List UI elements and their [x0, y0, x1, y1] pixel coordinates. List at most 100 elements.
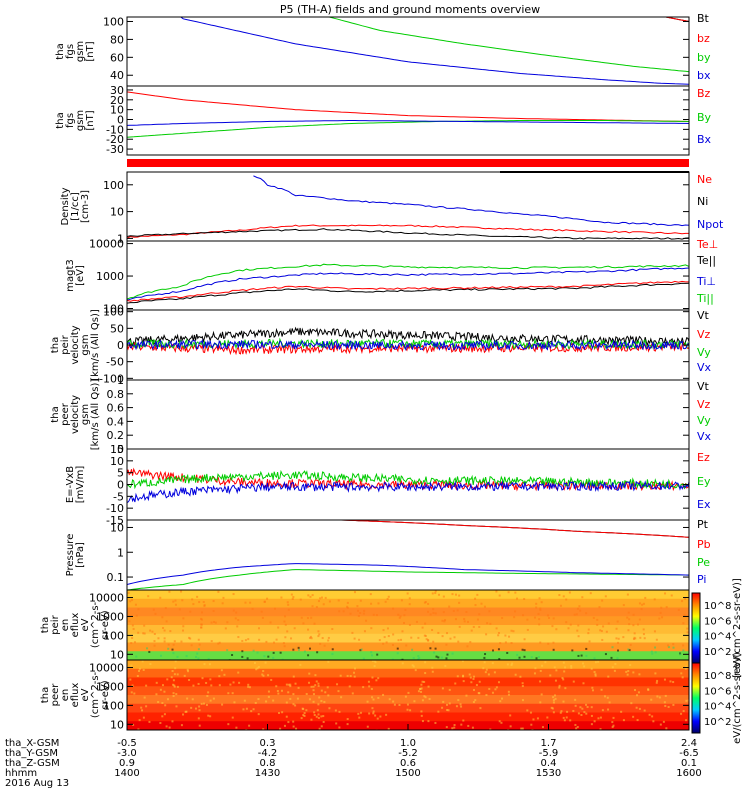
spectrogram-cell: [143, 696, 146, 699]
spectrogram-cell: [284, 615, 287, 618]
spectrogram-cell: [408, 597, 411, 600]
spectrogram-cell: [486, 622, 489, 625]
spectrogram-cell: [221, 602, 224, 605]
spectrogram-cell: [658, 696, 661, 699]
spectrogram-cell: [200, 702, 203, 705]
spectrogram-cell: [212, 600, 215, 603]
spectrogram-cell: [163, 690, 166, 693]
spectrogram-cell: [567, 627, 570, 630]
spectrogram-cell: [406, 708, 409, 711]
y-tick-label: 10: [110, 104, 124, 117]
spectrogram-cell: [172, 695, 175, 698]
spectrogram-cell: [241, 650, 244, 653]
spectrogram-cell: [368, 685, 371, 688]
spectrogram-cell: [145, 684, 148, 687]
spectrogram-cell: [200, 617, 203, 620]
spectrogram-cell: [552, 648, 555, 651]
spectrogram-cell: [241, 639, 244, 642]
y-axis-label: thapeervelocitygsm[km/s (All Qs)]: [50, 379, 101, 451]
spectrogram-cell: [434, 721, 437, 724]
y-tick-label: 0.8: [107, 388, 125, 401]
spectrogram-cell: [261, 673, 264, 676]
spectrogram-cell: [420, 710, 423, 713]
spectrogram-cell: [460, 723, 463, 726]
y-tick-label: 1: [117, 546, 124, 559]
spectrogram-cell: [161, 715, 164, 718]
spectrogram-cell: [661, 616, 664, 619]
spectrogram-cell: [549, 674, 552, 677]
spectrogram-cell: [572, 680, 575, 683]
spectrogram-cell: [660, 606, 663, 609]
spectrogram-cell: [362, 657, 365, 660]
spectrogram-cell: [397, 613, 400, 616]
spectrogram-cell: [377, 677, 380, 680]
spectrogram-cell: [378, 639, 381, 642]
spectrogram-cell: [396, 652, 399, 655]
x-tick-label: 0.3: [260, 738, 276, 749]
spectrogram-cell: [498, 720, 501, 723]
y-tick-label: 15: [110, 443, 124, 456]
spectrogram-cell: [246, 657, 249, 660]
spectrogram-cell: [203, 603, 206, 606]
spectrogram-cell: [442, 595, 445, 598]
panel-9: 10 100 1000 10000thapeirenefluxeV(cm^2-s-sr…: [40, 589, 690, 661]
legend-label: Bx: [697, 133, 712, 146]
series-group: [127, 520, 689, 590]
spectrogram-cell: [201, 677, 204, 680]
spectrogram-cell: [384, 600, 387, 603]
spectrogram-cell: [387, 595, 390, 598]
spectrogram-cell: [382, 693, 385, 696]
spectrogram-cell: [275, 638, 278, 641]
spectrogram-cell: [648, 713, 651, 716]
spectrogram-cell: [580, 654, 583, 657]
spectrogram-cell: [511, 662, 514, 665]
spectrogram-cell: [202, 702, 205, 705]
spectrogram-cell: [431, 666, 434, 669]
spectrogram-cell: [538, 623, 541, 626]
spectrogram-cell: [420, 690, 423, 693]
spectrogram-cell: [504, 641, 507, 644]
spectrogram-cell: [506, 651, 509, 654]
x-tick-label: 1.7: [541, 738, 557, 749]
spectrogram-cell: [628, 649, 631, 652]
legend-label: by: [697, 51, 711, 64]
spectrogram-cell: [517, 658, 520, 660]
spectrogram-cell: [181, 599, 184, 602]
spectrogram-cell: [153, 632, 156, 635]
spectrogram-cell: [182, 713, 185, 716]
spectrogram-cell: [638, 673, 641, 676]
spectrogram-cell: [305, 709, 308, 712]
spectrogram-cell: [138, 719, 141, 722]
x-tick-label: -6.5: [679, 748, 699, 759]
spectrogram-cell: [245, 707, 248, 710]
x-tick-label: 0.9: [119, 758, 135, 769]
spectrogram-cell: [155, 681, 158, 684]
spectrogram-cell: [627, 611, 630, 614]
spectrogram-cell: [322, 715, 325, 718]
spectrogram-cell: [656, 679, 659, 682]
spectrogram-cell: [157, 701, 160, 704]
spectrogram-cell: [309, 635, 312, 638]
spectrogram-cell: [424, 601, 427, 604]
spectrogram-cell: [600, 688, 603, 691]
spectrogram-cell: [249, 601, 252, 604]
spectrogram-cell: [499, 700, 502, 703]
spectrogram-cell: [338, 710, 341, 713]
spectrogram-cell: [307, 594, 310, 597]
spectrogram-cell: [445, 643, 448, 646]
spectrogram-cell: [659, 611, 662, 614]
spectrogram-cell: [472, 701, 475, 704]
spectrogram-cell: [353, 637, 356, 640]
legend-label: Vy: [697, 414, 711, 427]
series-group: [127, 326, 689, 356]
spectrogram-cell: [283, 620, 286, 623]
spectrogram-cell: [161, 684, 164, 687]
spectrogram-cell: [541, 726, 544, 729]
spectrogram-cell: [310, 685, 313, 688]
y-tick-label: 100: [103, 179, 124, 192]
spectrogram-cell: [331, 648, 334, 651]
spectrogram-cell: [171, 670, 174, 673]
spectrogram-cell: [346, 601, 349, 604]
figure-title: P5 (TH-A) fields and ground moments over…: [280, 3, 540, 16]
spectrogram-cell: [287, 683, 290, 686]
